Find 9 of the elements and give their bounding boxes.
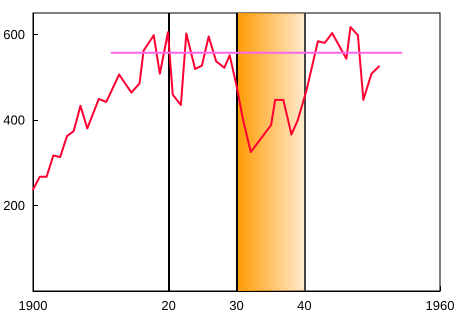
x-tick-label: 20	[161, 298, 176, 313]
y-tick-label: 600	[3, 26, 25, 42]
x-tick-label: 1900	[18, 298, 48, 313]
line-series	[32, 26, 380, 191]
x-tick-label: 1960	[426, 298, 454, 313]
x-tick-label: 40	[297, 298, 312, 313]
y-tick-label: 400	[3, 112, 25, 128]
x-tick-label: 30	[229, 298, 244, 313]
y-tick-label: 200	[3, 198, 25, 213]
